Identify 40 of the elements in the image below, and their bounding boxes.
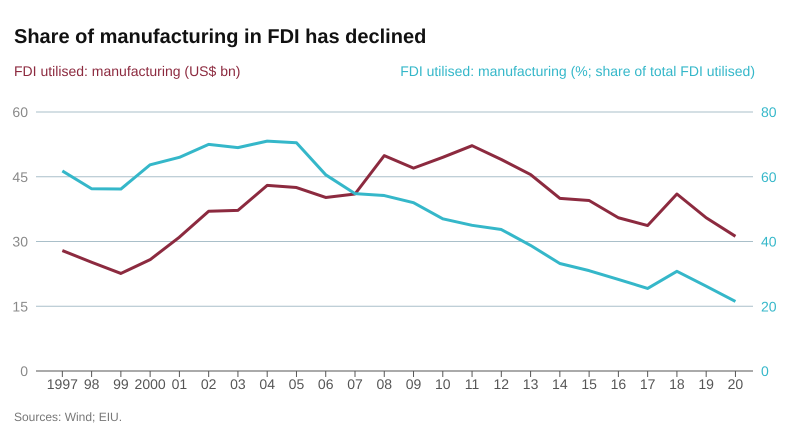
- x-tick-label: 02: [200, 376, 217, 392]
- y2-tick-label: 0: [761, 363, 769, 379]
- y2-tick-label: 60: [761, 168, 777, 185]
- x-tick-label: 17: [640, 376, 656, 392]
- line-series: [60, 144, 737, 275]
- x-tick-label: 01: [172, 376, 188, 392]
- x-tick-label: 14: [552, 376, 568, 392]
- x-tick-label: 10: [435, 376, 451, 392]
- x-tick-label: 06: [318, 376, 334, 392]
- source-note: Sources: Wind; EIU.: [14, 410, 122, 424]
- x-tick-label: 05: [288, 376, 304, 392]
- x-tick-label: 98: [84, 376, 100, 392]
- x-tick-label: 1997: [46, 376, 78, 392]
- x-tick-label: 13: [522, 376, 539, 392]
- y-axis-title: FDI utilised: manufacturing (US$ bn): [14, 63, 240, 79]
- x-tick-label: 07: [347, 376, 363, 392]
- x-tick-label: 2000: [134, 376, 166, 392]
- y-tick-label: 15: [12, 298, 28, 314]
- y-tick-label: 45: [12, 168, 28, 185]
- x-tick-label: 03: [230, 376, 246, 392]
- y2-tick-label: 20: [761, 298, 777, 314]
- x-tick-label: 08: [376, 376, 392, 392]
- y-tick-label: 30: [12, 234, 28, 250]
- y2-tick-label: 80: [761, 104, 777, 120]
- x-tick-label: 16: [610, 376, 626, 392]
- chart-title: Share of manufacturing in FDI has declined: [14, 26, 426, 49]
- x-tick-label: 99: [113, 376, 129, 392]
- x-tick-label: 19: [698, 376, 714, 392]
- x-tick-label: 04: [259, 376, 276, 392]
- x-tick-label: 20: [728, 376, 744, 392]
- x-tick-label: 09: [406, 376, 422, 392]
- x-tick-label: 12: [494, 376, 510, 392]
- x-tick-label: 11: [464, 376, 480, 392]
- y-tick-label: 0: [20, 363, 28, 379]
- line-series: [60, 140, 737, 303]
- y2-axis-title: FDI utilised: manufacturing (%; share of total FDI utilised): [400, 63, 755, 79]
- x-tick-label: 18: [669, 376, 685, 392]
- y2-tick-label: 40: [761, 234, 777, 250]
- x-tick-label: 15: [581, 376, 598, 392]
- y-tick-label: 60: [12, 104, 28, 120]
